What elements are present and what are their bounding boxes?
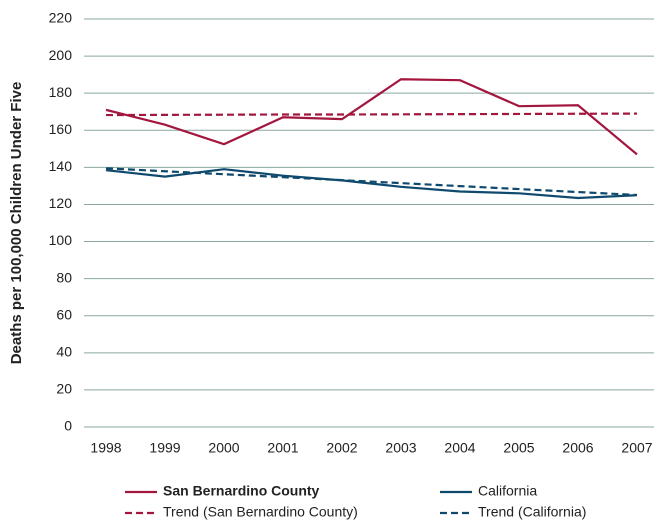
y-tick-label: 140 [49,158,73,174]
y-tick-label: 220 [49,10,73,26]
y-tick-label: 0 [64,418,72,434]
legend-label: Trend (California) [478,504,586,520]
y-tick-label: 60 [56,306,72,322]
y-axis-label: Deaths per 100,000 Children Under Five [8,82,25,365]
x-tick-label: 2001 [267,440,298,456]
x-tick-label: 2002 [326,440,357,456]
legend-label: San Bernardino County [163,483,320,499]
x-tick-label: 2004 [444,440,475,456]
x-tick-label: 1999 [149,440,180,456]
x-tick-label: 2003 [385,440,416,456]
x-tick-label: 2005 [503,440,534,456]
y-tick-label: 80 [56,269,72,285]
y-tick-label: 120 [49,195,73,211]
y-tick-label: 40 [56,344,72,360]
y-tick-label: 160 [49,121,73,137]
legend-label: Trend (San Bernardino County) [163,504,358,520]
series-line [105,78,638,156]
y-tick-label: 200 [49,47,73,63]
y-tick-label: 100 [49,232,73,248]
y-tick-label: 180 [49,84,73,100]
x-tick-label: 2006 [562,440,593,456]
x-tick-label: 1998 [90,440,121,456]
y-tick-label: 20 [56,381,72,397]
x-tick-label: 2000 [208,440,239,456]
series-line [105,168,638,200]
legend-label: California [478,483,537,499]
series-line [105,112,638,117]
series-line [105,167,638,197]
x-tick-label: 2007 [621,440,652,456]
